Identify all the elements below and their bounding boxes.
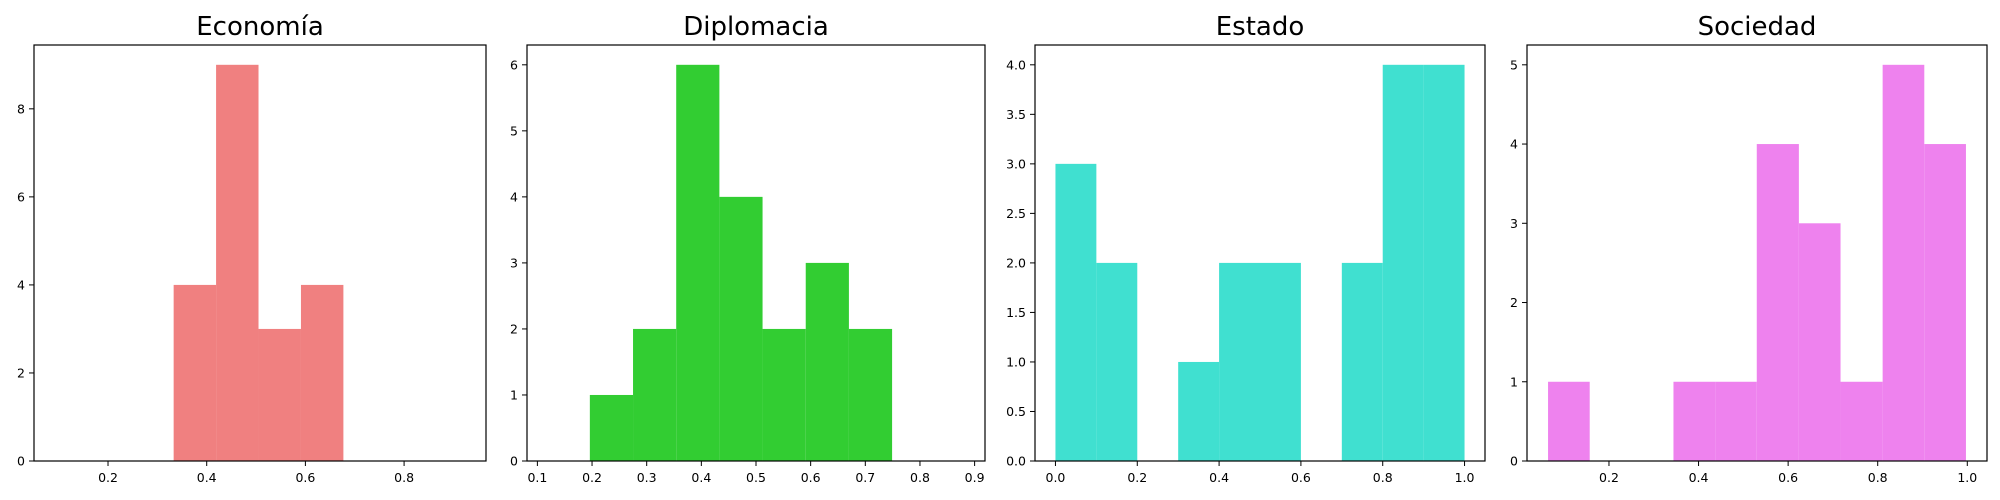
y-tick-label: 3.0	[1006, 156, 1026, 171]
panel-title: Estado	[1216, 12, 1305, 42]
y-tick-label: 2.0	[1006, 255, 1026, 270]
histogram-bar	[848, 328, 893, 461]
x-tick-label: 0.6	[801, 470, 821, 485]
y-tick-label: 4	[17, 277, 25, 292]
x-tick-label: 0.6	[1778, 470, 1798, 485]
y-tick-label: 5	[510, 123, 518, 138]
histogram-bar	[1219, 262, 1260, 461]
histogram-bar	[1096, 262, 1138, 461]
panel-3: 0.0 0.2 0.4 0.6 0.8 1.0 0.0 0.5 1.0 1.5 2.0 2.5 3.0 3…	[1006, 12, 1486, 485]
x-tick-label: 0.6	[1291, 470, 1311, 485]
x-tick-label: 0.7	[855, 470, 875, 485]
x-tick-label: 1.0	[1957, 470, 1977, 485]
histogram-bar	[300, 284, 344, 461]
histogram-bar	[173, 284, 217, 461]
panel-4: 0.2 0.4 0.6 0.8 1.0 0 1 2 3 4 5 Sociedad	[1510, 12, 1988, 485]
histogram-bar	[719, 196, 763, 461]
y-tick-label: 4.0	[1006, 57, 1026, 72]
histogram-bar	[1423, 64, 1465, 462]
y-tick-label: 2	[510, 321, 518, 336]
panel-title: Diplomacia	[683, 12, 829, 42]
axes-frame	[33, 44, 487, 462]
histogram-bar	[1924, 144, 1966, 462]
x-tick-label: 0.2	[1599, 470, 1619, 485]
histogram-bar	[762, 328, 806, 461]
panel-1: 0.2 0.4 0.6 0.8 0 2 4 6 8 Economía	[17, 12, 487, 485]
y-tick-label: 8	[17, 101, 25, 116]
y-tick-label: 1.5	[1006, 305, 1026, 320]
histogram-bar	[1715, 381, 1757, 461]
y-tick-label: 5	[1510, 57, 1518, 72]
y-tick-label: 4	[1510, 137, 1518, 152]
x-tick-label: 0.8	[910, 470, 930, 485]
y-tick-label: 1	[1510, 374, 1518, 389]
y-tick-label: 0	[17, 454, 25, 469]
x-tick-label: 0.8	[1373, 470, 1393, 485]
histogram-bar	[258, 328, 301, 461]
y-tick-label: 3	[510, 255, 518, 270]
x-tick-label: 0.5	[746, 470, 766, 485]
panel-title: Sociedad	[1698, 12, 1817, 42]
x-tick-label: 0.4	[691, 470, 711, 485]
y-tick-label: 0.5	[1006, 404, 1026, 419]
x-tick-label: 0.4	[1209, 470, 1229, 485]
panel-title: Economía	[196, 12, 324, 42]
y-tick-label: 1	[510, 387, 518, 402]
histogram-bar	[216, 64, 259, 462]
x-tick-label: 1.0	[1455, 470, 1475, 485]
histogram-bar	[1673, 381, 1716, 461]
y-tick-label: 6	[510, 57, 518, 72]
x-tick-label: 0.8	[394, 470, 414, 485]
y-tick-label: 2.5	[1006, 206, 1026, 221]
histogram-bar	[633, 328, 677, 461]
x-tick-label: 0.4	[1689, 470, 1709, 485]
axes-frame	[1526, 44, 1988, 462]
y-tick-label: 6	[17, 189, 25, 204]
y-tick-label: 3	[1510, 216, 1518, 231]
x-tick-label: 0.8	[1868, 470, 1888, 485]
y-tick-label: 3.5	[1006, 107, 1026, 122]
y-tick-label: 2	[1510, 295, 1518, 310]
y-tick-label: 4	[510, 189, 518, 204]
axes-frame	[1034, 44, 1486, 462]
x-tick-label: 0.4	[197, 470, 217, 485]
x-tick-label: 0.2	[98, 470, 118, 485]
x-tick-label: 0.6	[295, 470, 315, 485]
x-tick-label: 0.9	[965, 470, 985, 485]
x-tick-label: 0.1	[527, 470, 547, 485]
y-tick-label: 0.0	[1006, 454, 1026, 469]
histogram-bar	[1055, 163, 1097, 461]
histogram-bar	[1341, 262, 1383, 461]
histogram-bar	[589, 394, 634, 461]
x-tick-label: 0.0	[1046, 470, 1066, 485]
histogram-bar	[1840, 381, 1883, 461]
panel-2: 0.1 0.2 0.3 0.4 0.5 0.6 0.7 0.8 0.9 0 1 2 3 4 5 6 Diplom…	[510, 12, 986, 485]
histogram-bar	[1382, 64, 1424, 462]
histogram-bar	[1756, 144, 1799, 462]
histogram-bar	[1178, 361, 1220, 461]
histogram-bar	[676, 64, 720, 462]
histogram-bar	[1548, 381, 1590, 461]
histogram-bar	[1882, 64, 1925, 462]
x-tick-label: 0.2	[1127, 470, 1147, 485]
histogram-bar	[1798, 223, 1841, 461]
x-tick-label: 0.3	[637, 470, 657, 485]
x-tick-label: 0.2	[582, 470, 602, 485]
y-tick-label: 2	[17, 365, 25, 380]
histogram-bar	[1260, 262, 1301, 461]
y-tick-label: 1.0	[1006, 354, 1026, 369]
y-tick-label: 0	[510, 454, 518, 469]
histogram-bar	[805, 262, 849, 461]
y-tick-label: 0	[1510, 454, 1518, 469]
